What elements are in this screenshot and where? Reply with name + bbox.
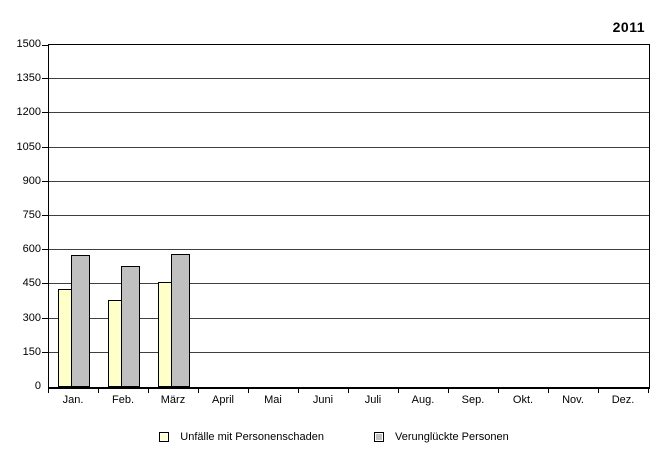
x-axis-tick-12 [648, 389, 649, 393]
legend-marker-0 [159, 432, 170, 442]
legend-label-1: Verunglückte Personen [394, 431, 509, 443]
legend-label-0: Unfälle mit Personenschaden [180, 431, 324, 443]
legend-item-1: Verunglückte Personen [373, 431, 509, 443]
x-axis-tick-11 [598, 389, 599, 393]
x-axis-tick-3 [198, 389, 199, 393]
bar-0-series-1 [70, 255, 90, 387]
x-axis-tick-7 [398, 389, 399, 393]
gridline-150 [49, 352, 649, 353]
gridline-600 [49, 249, 649, 250]
y-axis-tick-1200 [42, 112, 49, 113]
x-axis-tick-1 [98, 389, 99, 393]
x-axis-label-7: Aug. [411, 394, 435, 406]
y-axis-label-1200: 1200 [16, 106, 41, 118]
x-axis-tick-5 [298, 389, 299, 393]
legend-item-0: Unfälle mit Personenschaden [159, 431, 324, 443]
x-axis-label-2: März [160, 394, 186, 406]
gridline-1200 [49, 112, 649, 113]
gridline-450 [49, 283, 649, 284]
y-axis-label-1050: 1050 [16, 141, 41, 153]
y-axis-tick-750 [42, 215, 49, 216]
y-axis-label-1350: 1350 [16, 72, 41, 84]
x-axis-tick-0 [48, 389, 49, 393]
gridline-750 [49, 215, 649, 216]
x-axis-label-0: Jan. [62, 394, 84, 406]
y-axis-tick-150 [42, 352, 49, 353]
y-axis-label-900: 900 [22, 175, 41, 187]
year-label: 2011 [612, 19, 645, 35]
y-axis-label-300: 300 [22, 312, 41, 324]
y-axis-tick-600 [42, 249, 49, 250]
y-axis-tick-450 [42, 283, 49, 284]
x-axis-label-1: Feb. [111, 394, 134, 406]
gridline-1050 [49, 147, 649, 148]
legend: Unfälle mit Personenschaden Verunglückte … [0, 431, 668, 443]
x-axis-tick-6 [348, 389, 349, 393]
bar-1-series-1 [120, 266, 140, 387]
legend-marker-1 [373, 432, 384, 442]
x-axis-label-8: Sep. [461, 394, 485, 406]
plot-area [42, 44, 650, 389]
y-axis-label-750: 750 [22, 209, 41, 221]
x-axis-tick-8 [448, 389, 449, 393]
y-axis-tick-1350 [42, 78, 49, 79]
bar-2-series-1 [170, 254, 190, 387]
x-axis-label-9: Okt. [512, 394, 534, 406]
y-axis-tick-300 [42, 318, 49, 319]
gridline-1350 [49, 78, 649, 79]
y-axis-tick-1050 [42, 147, 49, 148]
y-axis-tick-900 [42, 181, 49, 182]
x-axis-label-4: Mai [264, 394, 282, 406]
y-axis-label-450: 450 [22, 277, 41, 289]
y-axis-tick-1500 [42, 45, 49, 46]
gridline-300 [49, 318, 649, 319]
y-axis-label-150: 150 [22, 346, 41, 358]
x-axis-label-11: Dez. [611, 394, 635, 406]
x-axis-label-3: April [211, 394, 234, 406]
y-axis-label-1500: 1500 [16, 38, 41, 50]
x-axis-label-10: Nov. [562, 394, 584, 406]
gridline-900 [49, 181, 649, 182]
y-axis-label-600: 600 [22, 243, 41, 255]
x-axis-tick-10 [548, 389, 549, 393]
x-axis-tick-2 [148, 389, 149, 393]
x-axis-tick-9 [498, 389, 499, 393]
y-axis-label-0: 0 [34, 380, 41, 392]
x-axis-label-6: Juli [364, 394, 382, 406]
x-axis-label-5: Juni [312, 394, 334, 406]
x-axis-tick-4 [248, 389, 249, 393]
